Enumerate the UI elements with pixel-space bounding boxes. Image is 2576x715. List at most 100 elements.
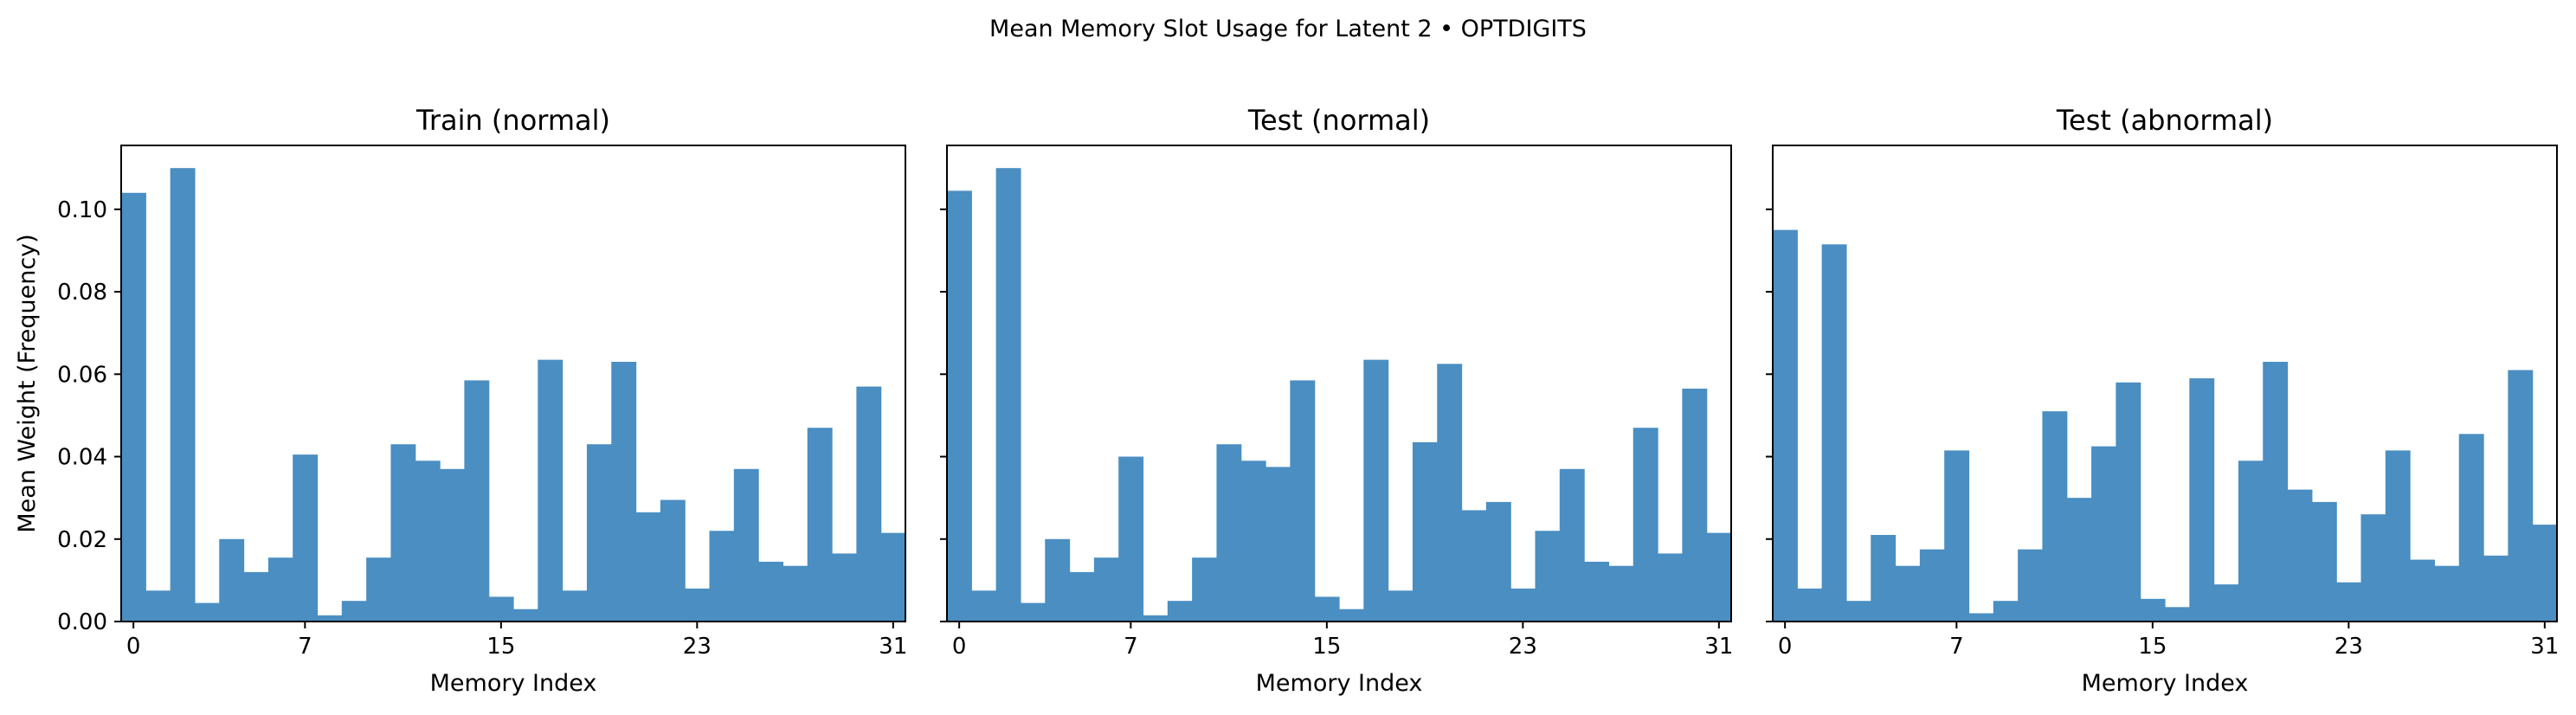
bar [1143,615,1169,622]
x-axis-label: Memory Index [430,670,597,697]
bar [2042,411,2068,622]
bar [2189,378,2215,622]
bar [709,531,735,622]
bar [1192,557,1218,622]
bar [2410,559,2436,622]
bar [1633,428,1658,622]
x-tick-label: 31 [1704,634,1733,660]
x-tick-label: 23 [2334,634,2363,660]
bar [2336,582,2362,622]
bar [1363,359,1389,622]
bar [2360,514,2386,622]
bar [121,192,146,622]
bar [611,362,637,622]
bar [1944,450,1970,622]
x-tick-label: 7 [1949,634,1964,660]
y-tick-label: 0.04 [57,445,107,471]
bar [267,557,293,622]
bar [2532,525,2558,622]
bar [2018,549,2044,622]
bar [415,461,441,622]
bar [1437,364,1463,622]
bar [317,615,343,622]
bar [390,444,416,622]
x-tick-label: 23 [683,634,712,660]
x-tick-label: 7 [1124,634,1138,660]
bar [856,386,882,622]
bar [685,588,711,622]
bar [635,512,661,622]
bar [1608,565,1634,622]
x-axis-label: Memory Index [2082,670,2249,697]
x-tick-label: 0 [126,634,141,660]
bar [1069,571,1095,622]
bar [2434,565,2460,622]
bar [660,499,686,622]
bar [782,565,808,622]
bar [2287,489,2313,622]
bar [194,602,220,622]
bar [562,590,588,622]
bar [2116,382,2141,622]
bar [971,590,997,622]
bar [2140,598,2166,622]
bar [1388,590,1414,622]
bar [2238,461,2264,622]
bar [170,168,196,622]
panel-title: Test (normal) [1247,104,1430,137]
bar [1020,602,1046,622]
bar [1706,532,1732,622]
x-tick-label: 31 [879,634,907,660]
bar [145,590,171,622]
bar [1265,467,1291,622]
bar [1968,613,1994,622]
bar [488,596,514,622]
bar [2213,584,2239,622]
bar [1871,535,1897,622]
bar [2091,446,2116,622]
bar [2066,498,2092,622]
x-tick-label: 15 [486,634,515,660]
bar [366,557,392,622]
x-tick-label: 23 [1509,634,1537,660]
bar [1216,444,1242,622]
bar [2483,555,2508,622]
x-tick-label: 15 [1312,634,1341,660]
bar [2508,370,2534,622]
bar [1535,531,1561,622]
bar [1584,561,1610,622]
bar [1510,588,1536,622]
x-tick-label: 15 [2138,634,2167,660]
bar [1773,229,1798,622]
bar [293,454,319,622]
bar [2385,450,2411,622]
bar [538,359,564,622]
bar [1797,588,1823,622]
bar [1845,601,1871,622]
bar [464,380,490,622]
panel-title: Train (normal) [415,104,610,137]
bar [1412,441,1438,622]
y-axis-label: Mean Weight (Frequency) [14,234,41,532]
bar [947,190,972,622]
y-tick-label: 0.08 [57,280,107,306]
bar [586,444,612,622]
plot-frame [946,145,1732,622]
bar [1658,553,1683,622]
y-tick-label: 0.10 [57,197,107,223]
bar [219,538,245,622]
bar [807,428,833,622]
bar [1290,380,1316,622]
bar [1895,565,1921,622]
bar [513,609,538,622]
bar [2311,501,2337,622]
x-tick-label: 7 [298,634,312,660]
bar [1461,510,1487,622]
bar [995,168,1021,622]
bar [1993,601,2019,622]
panel-title: Test (abnormal) [2056,104,2273,137]
bar [1167,601,1193,622]
bar [341,601,367,622]
bar [1093,557,1119,622]
bar [1821,244,1847,622]
